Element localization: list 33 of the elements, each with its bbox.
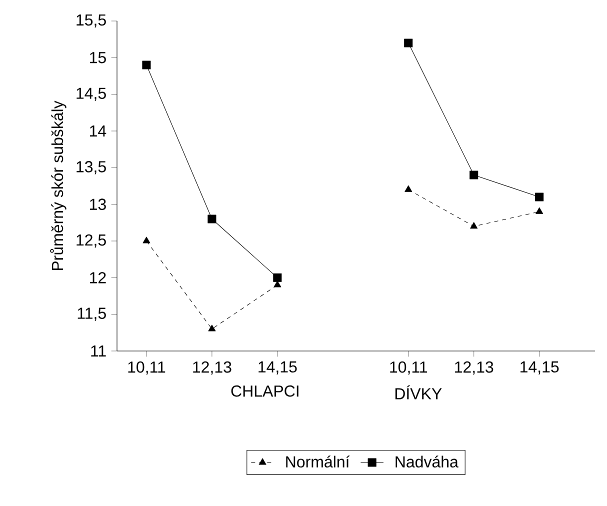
point bbox=[404, 38, 413, 48]
x-tick-label: 10,11 bbox=[128, 361, 166, 375]
point bbox=[273, 273, 282, 282]
x-tick-label: 12,13 bbox=[193, 361, 232, 375]
point bbox=[208, 324, 216, 332]
y-tick-label: 14 bbox=[90, 126, 106, 136]
point bbox=[470, 170, 478, 180]
y-tick-label: 13 bbox=[90, 198, 106, 210]
y-tick-label: 15 bbox=[90, 52, 106, 64]
point bbox=[274, 280, 282, 288]
x-tick-label: 14,15 bbox=[520, 361, 559, 374]
y-tick-label: 14,5 bbox=[76, 88, 106, 101]
point bbox=[404, 185, 412, 192]
point bbox=[470, 222, 478, 229]
x-tick-label: 10,11 bbox=[390, 361, 428, 375]
point bbox=[142, 60, 151, 70]
text: CHLAPCI bbox=[231, 385, 298, 397]
y-tick-label: 12,5 bbox=[76, 234, 106, 248]
y-tick-label: 15,5 bbox=[76, 14, 106, 28]
x-tick-label: 12,13 bbox=[455, 361, 494, 375]
y-tick-label: 12 bbox=[90, 272, 106, 284]
point bbox=[208, 214, 216, 224]
x-tick-label: 14,15 bbox=[258, 361, 297, 374]
text: DÍVKY bbox=[395, 385, 442, 400]
point bbox=[536, 207, 544, 214]
y-tick-label: 11,5 bbox=[78, 308, 106, 321]
point bbox=[142, 236, 150, 244]
y-axis-title: Průměrný skór subškály bbox=[50, 100, 66, 270]
y-tick-label: 11 bbox=[91, 345, 106, 356]
legend-label: Normální bbox=[286, 456, 350, 468]
y-tick-label: 13,5 bbox=[76, 161, 106, 174]
legend-label: Nadváha bbox=[396, 456, 458, 468]
point bbox=[535, 192, 544, 202]
